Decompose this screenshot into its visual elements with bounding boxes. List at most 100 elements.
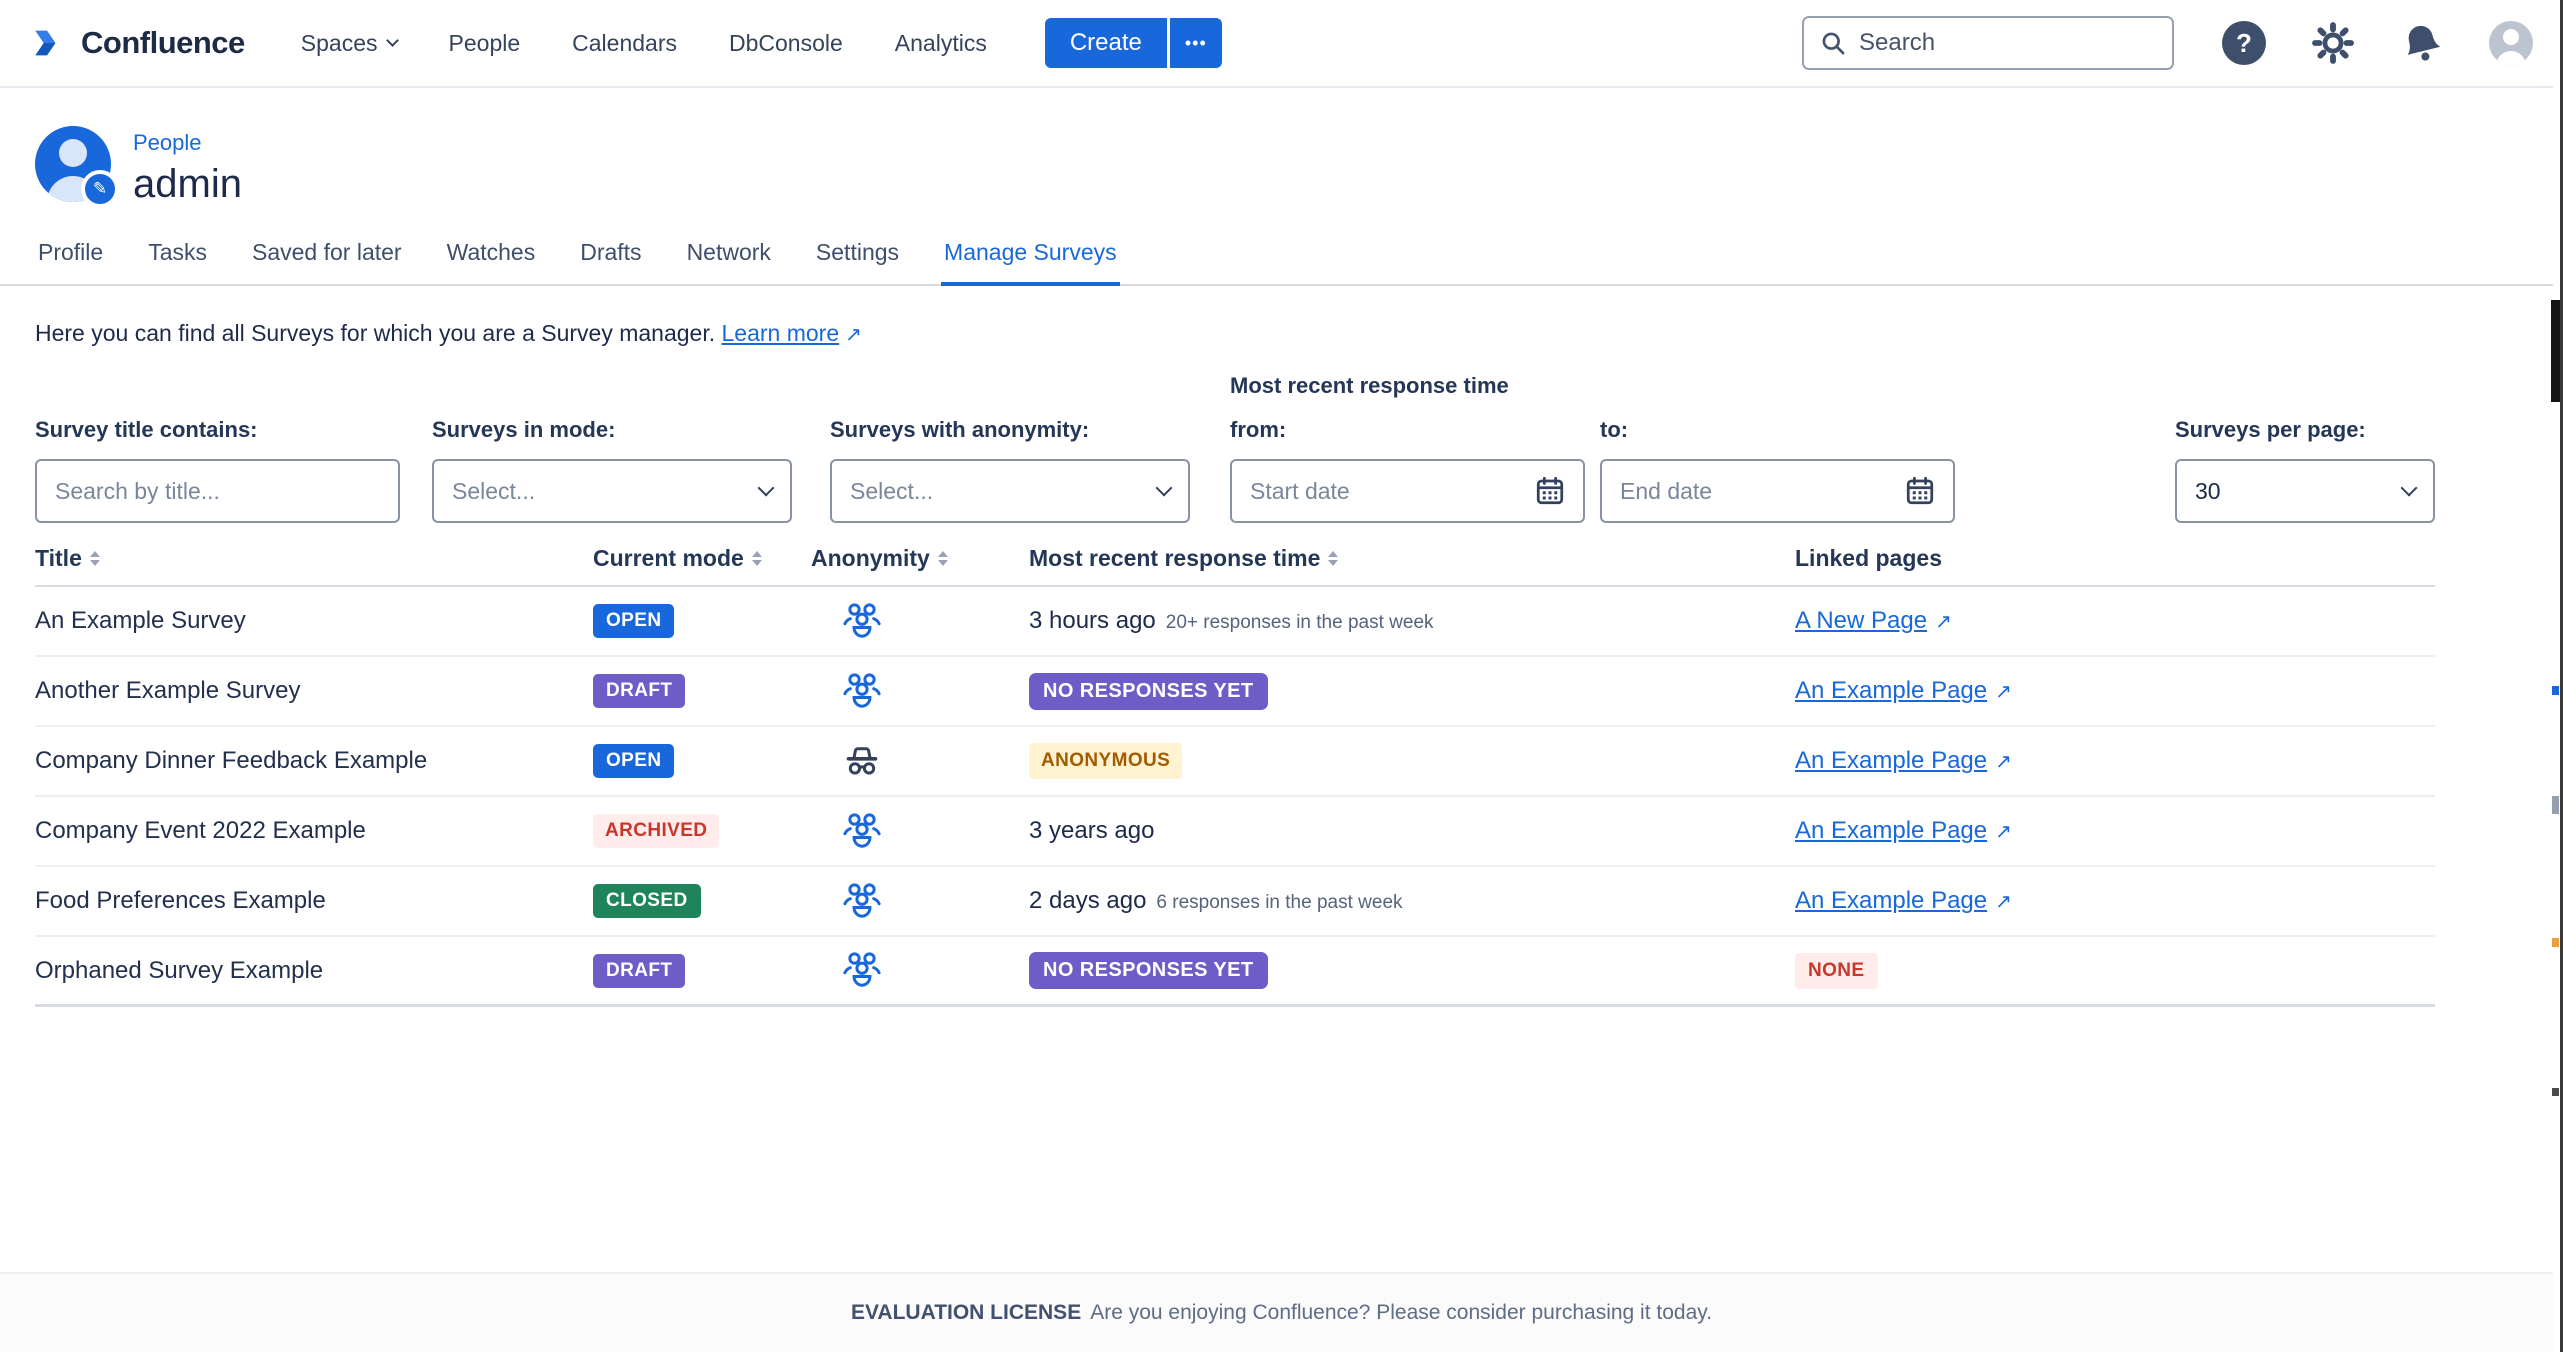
- license-footer: EVALUATION LICENSE Are you enjoying Conf…: [0, 1272, 2563, 1352]
- column-header-title[interactable]: Title: [35, 545, 593, 572]
- end-date-input[interactable]: End date: [1600, 459, 1955, 523]
- anonymity-select[interactable]: Select...: [830, 459, 1190, 523]
- page-title: admin: [133, 162, 242, 206]
- per-page-label: Surveys per page:: [2175, 417, 2366, 442]
- mode-badge: CLOSED: [593, 884, 701, 918]
- create-more-button[interactable]: •••: [1169, 18, 1222, 68]
- group-people-icon: [843, 812, 881, 848]
- survey-title: An Example Survey: [35, 607, 246, 634]
- tab-tasks[interactable]: Tasks: [148, 239, 207, 265]
- tab-profile[interactable]: Profile: [38, 239, 104, 265]
- scrollbar[interactable]: [2551, 0, 2563, 1352]
- table-row: Orphaned Survey Example DRAFT NO RESPONSE…: [35, 937, 2435, 1007]
- response-status-badge: NO RESPONSES YET: [1029, 952, 1268, 989]
- top-navigation-bar: Confluence Spaces People Calendars DbCon…: [0, 0, 2563, 88]
- tab-settings[interactable]: Settings: [815, 239, 900, 265]
- filter-anonymity-label: Surveys with anonymity:: [830, 417, 1090, 442]
- external-link-arrow-icon: ↗: [1935, 611, 1952, 633]
- group-people-icon: [843, 952, 881, 987]
- mode-badge: OPEN: [593, 604, 675, 638]
- calendar-icon[interactable]: [1535, 476, 1565, 506]
- external-link-arrow-icon: ↗: [1995, 751, 2012, 773]
- tab-network[interactable]: Network: [686, 239, 771, 265]
- tab-watches[interactable]: Watches: [446, 239, 536, 265]
- primary-nav-menu: Spaces People Calendars DbConsole Analyt…: [301, 30, 987, 57]
- chevron-down-icon: [385, 33, 399, 47]
- table-row: Another Example Survey DRAFT NO RESPONSES…: [35, 657, 2435, 727]
- license-label: EVALUATION LICENSE: [850, 1301, 1082, 1324]
- nav-item-calendars[interactable]: Calendars: [572, 29, 677, 56]
- intro-text: Here you can find all Surveys for which …: [35, 320, 862, 346]
- scrollbar-mark: [2552, 796, 2559, 814]
- survey-title: Company Event 2022 Example: [35, 817, 366, 844]
- mode-badge: OPEN: [593, 744, 675, 778]
- table-row: An Example Survey OPEN 3 hours ago 20+ res…: [35, 587, 2435, 657]
- linked-page-link[interactable]: An Example Page ↗: [1795, 887, 2012, 914]
- confluence-logo[interactable]: Confluence: [33, 25, 245, 61]
- nav-item-analytics[interactable]: Analytics: [894, 29, 987, 56]
- linked-page-link[interactable]: An Example Page ↗: [1795, 817, 2012, 844]
- scrollbar-mark: [2552, 686, 2559, 695]
- start-date-input[interactable]: Start date: [1230, 459, 1585, 523]
- search-input[interactable]: Search: [1802, 16, 2174, 70]
- table-row: Food Preferences Example CLOSED 2 days ag…: [35, 867, 2435, 937]
- tab-saved-for-later[interactable]: Saved for later: [252, 239, 402, 265]
- survey-title: Orphaned Survey Example: [35, 956, 324, 984]
- tab-manage-surveys[interactable]: Manage Surveys: [941, 237, 1120, 286]
- create-button-group: Create •••: [1044, 18, 1222, 68]
- user-avatar[interactable]: [2489, 21, 2533, 65]
- column-header-most-recent-response-time[interactable]: Most recent response time: [1029, 545, 1795, 572]
- linked-page-link[interactable]: An Example Page ↗: [1795, 677, 2012, 704]
- external-link-arrow-icon: ↗: [1995, 681, 2012, 703]
- tab-drafts[interactable]: Drafts: [580, 239, 642, 265]
- survey-table: Title Current mode Anonymity Most recent…: [35, 545, 2435, 1007]
- profile-header: ✎ People admin: [35, 126, 2563, 208]
- table-row: Company Dinner Feedback Example OPEN ANON…: [35, 727, 2435, 797]
- table-header: Title Current mode Anonymity Most recent…: [35, 545, 2435, 587]
- column-header-linked-pages: Linked pages: [1795, 545, 1942, 571]
- external-link-arrow-icon: ↗: [845, 324, 862, 346]
- no-linked-page-badge: NONE: [1795, 952, 1878, 989]
- help-icon[interactable]: ?: [2222, 21, 2266, 65]
- chevron-down-icon: [757, 479, 775, 497]
- survey-filters: Survey title contains: Search by title..…: [35, 373, 2528, 523]
- column-header-anonymity[interactable]: Anonymity: [811, 545, 1029, 572]
- search-icon: [1820, 30, 1847, 57]
- filter-mode-label: Surveys in mode:: [432, 417, 616, 442]
- title-filter-input[interactable]: Search by title...: [35, 459, 400, 523]
- license-text: Are you enjoying Confluence? Please cons…: [1090, 1301, 1713, 1324]
- nav-item-people[interactable]: People: [448, 29, 521, 56]
- filter-title-label: Survey title contains:: [35, 417, 258, 442]
- nav-icon-group: ?: [2222, 21, 2533, 65]
- response-time: 2 days ago: [1029, 887, 1147, 914]
- gear-icon[interactable]: [2311, 21, 2355, 65]
- filter-to-label: to:: [1600, 417, 1629, 442]
- column-header-current-mode[interactable]: Current mode: [593, 545, 811, 572]
- filter-from-label: from:: [1230, 417, 1287, 442]
- survey-table-body: An Example Survey OPEN 3 hours ago 20+ res…: [35, 587, 2435, 1007]
- nav-item-spaces[interactable]: Spaces: [301, 30, 399, 57]
- calendar-icon[interactable]: [1905, 476, 1935, 506]
- response-status-badge: ANONYMOUS: [1029, 743, 1183, 779]
- nav-item-dbconsole[interactable]: DbConsole: [728, 29, 843, 56]
- scrollbar-thumb[interactable]: [2551, 300, 2560, 402]
- breadcrumb[interactable]: People: [133, 130, 202, 155]
- mode-select[interactable]: Select...: [432, 459, 792, 523]
- linked-page-link[interactable]: A New Page ↗: [1795, 607, 1952, 634]
- brand-name: Confluence: [81, 25, 245, 60]
- create-button[interactable]: Create: [1044, 18, 1167, 68]
- incognito-icon: [846, 746, 878, 775]
- per-page-select[interactable]: 30: [2175, 459, 2435, 523]
- survey-title: Company Dinner Feedback Example: [35, 747, 428, 774]
- learn-more-link[interactable]: Learn more: [721, 320, 840, 346]
- edit-avatar-icon[interactable]: ✎: [81, 170, 119, 208]
- table-row: Company Event 2022 Example ARCHIVED 3 yea…: [35, 797, 2435, 867]
- profile-avatar: ✎: [35, 126, 119, 208]
- confluence-logo-icon: [33, 25, 69, 61]
- response-count: 6 responses in the past week: [1156, 892, 1403, 913]
- mode-badge: DRAFT: [593, 953, 686, 988]
- linked-page-link[interactable]: An Example Page ↗: [1795, 747, 2012, 774]
- sort-icon: [89, 551, 100, 566]
- profile-tabs: Profile Tasks Saved for later Watches Dr…: [0, 237, 2563, 286]
- bell-icon[interactable]: [2400, 21, 2444, 65]
